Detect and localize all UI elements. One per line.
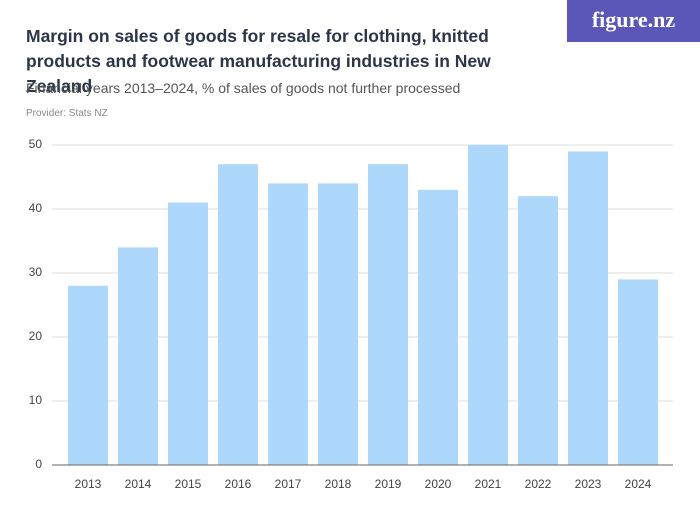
bar: [518, 196, 558, 465]
y-tick-label: 0: [35, 457, 42, 471]
x-tick-label: 2017: [275, 477, 302, 491]
x-tick-label: 2016: [225, 477, 252, 491]
bar: [118, 247, 158, 465]
bar: [268, 183, 308, 465]
chart-title: Margin on sales of goods for resale for …: [26, 26, 491, 96]
y-tick-label: 50: [29, 137, 43, 151]
bar: [368, 164, 408, 465]
x-tick-label: 2021: [475, 477, 502, 491]
bar: [168, 202, 208, 465]
y-tick-label: 40: [29, 201, 43, 215]
x-tick-label: 2020: [425, 477, 452, 491]
y-tick-label: 20: [29, 329, 43, 343]
bar: [418, 189, 458, 466]
bar: [468, 145, 508, 465]
chart-subtitle: Financial years 2013–2024, % of sales of…: [26, 80, 461, 96]
x-tick-label: 2013: [75, 477, 102, 491]
x-tick-label: 2023: [575, 477, 602, 491]
y-tick-label: 10: [29, 393, 43, 407]
x-tick-label: 2024: [625, 477, 652, 491]
provider: Provider: Stats NZ: [26, 108, 108, 119]
bar: [68, 285, 108, 465]
x-tick-label: 2015: [175, 477, 202, 491]
logo[interactable]: figure.nz: [567, 0, 700, 42]
bar: [218, 164, 258, 465]
x-tick-label: 2022: [525, 477, 552, 491]
bar: [568, 151, 608, 465]
bar: [318, 183, 358, 465]
x-tick-label: 2019: [375, 477, 402, 491]
x-tick-label: 2018: [325, 477, 352, 491]
bar: [618, 279, 658, 465]
x-tick-label: 2014: [125, 477, 152, 491]
y-tick-label: 30: [29, 265, 43, 279]
